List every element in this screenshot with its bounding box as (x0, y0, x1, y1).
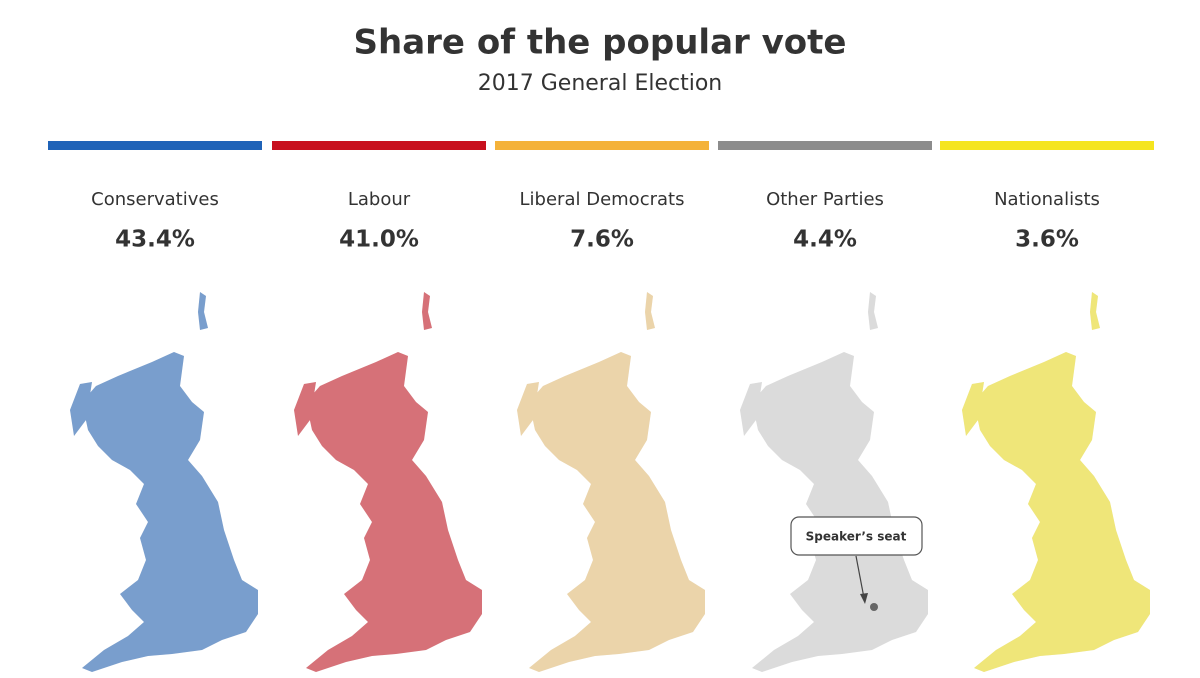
subtitle: 2017 General Election (478, 71, 722, 96)
speaker-seat (870, 603, 878, 611)
party-share: 4.4% (793, 227, 857, 253)
party-name: Labour (348, 189, 411, 210)
map-fill (962, 292, 1150, 672)
map (294, 292, 482, 672)
title: Share of the popular vote (354, 23, 847, 63)
party-share: 3.6% (1015, 227, 1079, 253)
party-share: 43.4% (115, 227, 195, 253)
map (962, 292, 1150, 672)
party-share: 7.6% (570, 227, 634, 253)
annotation: Speaker’s seat (790, 516, 923, 611)
map-fill (70, 292, 258, 672)
map (70, 292, 258, 672)
map-fill (517, 292, 705, 672)
map-fill (740, 292, 928, 672)
party-name: Conservatives (91, 189, 219, 210)
map-fill (294, 292, 482, 672)
map (740, 292, 928, 672)
party-bar (48, 141, 262, 150)
party-share: 41.0% (339, 227, 419, 253)
arrow-head (860, 593, 868, 604)
party-name: Liberal Democrats (520, 189, 685, 210)
party-bar (495, 141, 709, 150)
party-bar (940, 141, 1154, 150)
annotation-text: Speaker’s seat (806, 530, 907, 544)
annotation-box (790, 516, 923, 556)
annotation-arrow (855, 555, 865, 599)
party-bar (718, 141, 932, 150)
party-name: Nationalists (994, 189, 1100, 210)
party-bar (272, 141, 486, 150)
map (517, 292, 705, 672)
party-name: Other Parties (766, 189, 884, 210)
